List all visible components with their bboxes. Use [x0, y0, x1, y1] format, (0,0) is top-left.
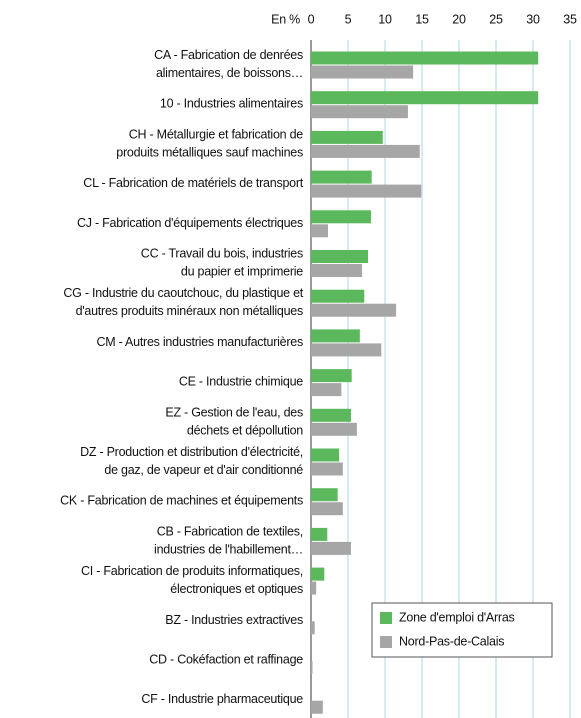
x-axis-label: En % — [271, 12, 300, 26]
bar — [311, 303, 397, 317]
bar — [311, 144, 420, 158]
category-label: CK - Fabrication de machines et équipeme… — [60, 494, 303, 508]
category-label: CJ - Fabrication d'équipements électriqu… — [77, 216, 303, 230]
category-label: CE - Industrie chimique — [179, 375, 303, 389]
category-label: CF - Industrie pharmaceutique — [141, 692, 303, 706]
legend-box — [371, 602, 553, 658]
bar — [311, 250, 368, 263]
category-label: 10 - Industries alimentaires — [160, 97, 303, 111]
bar — [311, 383, 342, 397]
bar — [311, 369, 352, 383]
bar — [311, 184, 422, 198]
category-label: EZ - Gestion de l'eau, des déchets et dép… — [165, 406, 303, 438]
x-tick-label: 10 — [378, 12, 392, 26]
category-label: CG - Industrie du caoutchouc, du plastiq… — [63, 286, 303, 318]
bar — [311, 289, 365, 303]
x-tick-label: 25 — [489, 12, 503, 26]
category-label: BZ - Industries extractives — [165, 613, 303, 627]
x-tick-label: 35 — [563, 12, 577, 26]
bar — [311, 621, 315, 635]
category-label: CC - Travail du bois, industries du papie… — [141, 247, 303, 279]
category-label: CL - Fabrication de matériels de transpo… — [83, 176, 303, 190]
bar — [311, 264, 363, 277]
legend-swatch — [380, 612, 392, 624]
bar — [311, 51, 539, 65]
bar — [311, 130, 383, 144]
legend-label: Zone d'emploi d'Arras — [399, 610, 515, 624]
bar — [311, 343, 382, 357]
bar — [311, 65, 414, 79]
category-label: CD - Cokéfaction et raffinage — [149, 653, 303, 667]
bar — [311, 329, 360, 343]
bar — [311, 541, 351, 555]
bar — [311, 170, 372, 184]
x-tick-label: 5 — [345, 12, 352, 26]
legend-label: Nord-Pas-de-Calais — [399, 634, 504, 648]
x-tick-label: 0 — [308, 12, 315, 26]
legend-swatch — [380, 636, 392, 648]
bar — [311, 448, 340, 462]
bar — [311, 488, 338, 502]
x-tick-label: 30 — [526, 12, 540, 26]
bar — [311, 527, 328, 541]
category-label: CA - Fabrication de denrées alimentaires,… — [154, 48, 303, 80]
category-label: CH - Métallurgie et fabrication de produi… — [116, 128, 303, 160]
bar — [311, 224, 329, 238]
x-tick-label: 20 — [452, 12, 466, 26]
bar — [311, 210, 371, 224]
bar — [311, 105, 408, 119]
category-label: CI - Fabrication de produits informatiqu… — [81, 564, 303, 596]
x-tick-label: 15 — [415, 12, 429, 26]
bar — [311, 422, 357, 436]
bar — [311, 408, 351, 422]
category-label: CB - Fabrication de textiles, industries … — [154, 525, 303, 557]
category-label: DZ - Production et distribution d'électr… — [80, 445, 303, 477]
bar — [311, 661, 313, 674]
bar — [311, 700, 323, 714]
category-label: CM - Autres industries manufacturières — [96, 335, 303, 349]
bar — [311, 91, 539, 105]
bar — [311, 567, 325, 581]
bar — [311, 502, 343, 516]
bar — [311, 581, 317, 595]
bar — [311, 462, 343, 476]
